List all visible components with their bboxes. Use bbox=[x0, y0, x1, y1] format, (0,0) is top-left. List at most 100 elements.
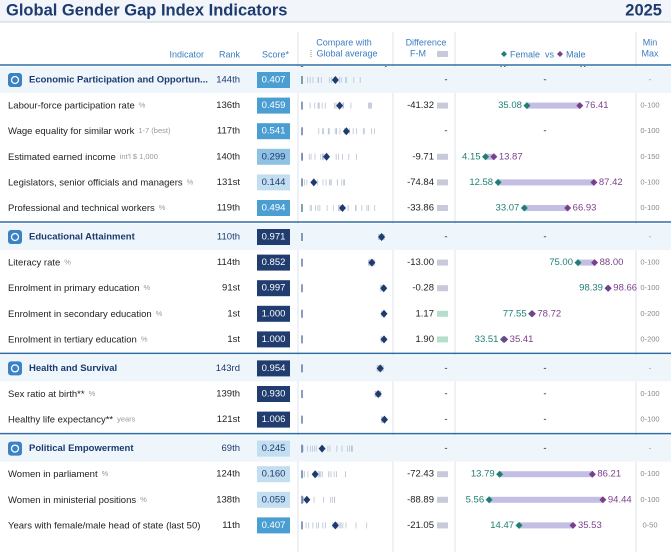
score: 0.459 bbox=[262, 100, 286, 111]
female-male: - bbox=[543, 75, 546, 86]
indicator-unit: % bbox=[143, 283, 150, 292]
range: 0-100 bbox=[640, 258, 659, 267]
difference-bar bbox=[437, 496, 448, 503]
difference: -13.00 bbox=[407, 257, 434, 268]
column-rules bbox=[297, 32, 637, 552]
score-marker bbox=[311, 470, 319, 479]
section-name: Economic Participation and Opportun... bbox=[29, 75, 208, 86]
difference-bar bbox=[437, 285, 448, 292]
rank: 117th bbox=[217, 126, 240, 137]
gap-bar bbox=[526, 102, 580, 109]
difference: - bbox=[444, 414, 447, 425]
score-box bbox=[257, 331, 290, 348]
range: - bbox=[649, 75, 652, 84]
indicator-label: Enrolment in secondary education bbox=[8, 308, 152, 319]
male-marker bbox=[569, 521, 577, 529]
male-value: 98.66 bbox=[613, 283, 637, 294]
male-value: 94.44 bbox=[608, 494, 632, 505]
range: 0-50 bbox=[642, 520, 657, 529]
rank: 140th bbox=[216, 151, 240, 162]
male-value: 76.41 bbox=[585, 100, 609, 111]
section-band bbox=[0, 435, 671, 462]
score-marker bbox=[310, 178, 318, 187]
rank: 143rd bbox=[216, 363, 240, 374]
male-marker bbox=[490, 153, 498, 161]
rank: 110th bbox=[217, 232, 240, 243]
score-marker bbox=[339, 204, 347, 212]
female-male: - bbox=[543, 389, 546, 400]
rank: 131st bbox=[217, 177, 241, 188]
male-marker bbox=[576, 102, 584, 110]
rank: 138th bbox=[216, 494, 240, 505]
range: 0-100 bbox=[640, 495, 659, 504]
indicator-unit: % bbox=[89, 389, 96, 398]
header-indicator: Indicator bbox=[169, 49, 204, 59]
indicator-name: Women in parliament% bbox=[8, 469, 109, 480]
range: 0-200 bbox=[640, 334, 659, 343]
range: 0-100 bbox=[640, 389, 659, 398]
rank: 11th bbox=[222, 520, 240, 531]
score-box bbox=[257, 440, 290, 457]
male-icon bbox=[557, 51, 563, 57]
range: 0-100 bbox=[640, 203, 659, 212]
male-value: 78.72 bbox=[537, 308, 561, 319]
male-marker bbox=[588, 470, 596, 478]
difference: -72.43 bbox=[407, 469, 434, 480]
section-band bbox=[0, 224, 671, 250]
difference: - bbox=[444, 363, 447, 374]
gap-bar bbox=[524, 205, 568, 211]
score: 0.407 bbox=[262, 75, 286, 86]
rank: 136th bbox=[216, 100, 240, 111]
difference: -41.32 bbox=[407, 100, 434, 111]
male-marker bbox=[528, 310, 536, 318]
female-value: 33.07 bbox=[496, 203, 520, 214]
score-marker bbox=[323, 152, 331, 161]
difference-bar bbox=[437, 153, 448, 160]
score-marker bbox=[331, 76, 339, 84]
indicator-label: Enrolment in tertiary education bbox=[8, 334, 137, 345]
range: - bbox=[649, 363, 652, 372]
section-icon-glyph bbox=[10, 444, 20, 453]
range: 0-100 bbox=[640, 469, 659, 478]
male-marker bbox=[591, 259, 599, 267]
range: 0-100 bbox=[640, 126, 659, 135]
gap-bar bbox=[519, 522, 573, 529]
rank: 144th bbox=[216, 75, 240, 86]
score: 0.930 bbox=[262, 389, 286, 400]
indicator-unit: 1-7 (best) bbox=[138, 126, 171, 135]
section-icon bbox=[8, 361, 22, 376]
score-box bbox=[257, 72, 290, 88]
indicator-label: Years with female/male head of state (la… bbox=[8, 520, 200, 531]
rank: 119th bbox=[217, 203, 240, 214]
score-marker bbox=[380, 415, 388, 424]
indicator-name: Enrolment in primary education% bbox=[8, 283, 150, 294]
indicator-unit: % bbox=[102, 469, 109, 478]
header-difference: Difference bbox=[406, 37, 447, 47]
indicator-name: Enrolment in tertiary education% bbox=[8, 334, 148, 345]
difference: - bbox=[444, 443, 447, 454]
indicator-label: Legislators, senior officials and manage… bbox=[8, 177, 183, 188]
indicator-label: Women in parliament bbox=[8, 469, 98, 480]
difference: -0.28 bbox=[412, 283, 434, 294]
section-name: Educational Attainment bbox=[29, 232, 136, 243]
gap-bar bbox=[499, 471, 593, 478]
score: 0.852 bbox=[262, 257, 286, 268]
female-marker bbox=[482, 153, 490, 161]
range: 0-100 bbox=[640, 101, 659, 110]
female-marker bbox=[523, 102, 531, 110]
score-marker bbox=[376, 364, 384, 373]
indicator-label: Women in ministerial positions bbox=[8, 494, 136, 505]
header-vs: vs bbox=[545, 49, 555, 59]
score-box bbox=[257, 254, 290, 271]
score: 0.160 bbox=[262, 469, 286, 480]
gap-bar bbox=[485, 153, 494, 160]
title: Global Gender Gap Index Indicators bbox=[6, 1, 287, 19]
female-value: 33.51 bbox=[475, 334, 499, 345]
indicator-name: Years with female/male head of state (la… bbox=[8, 520, 200, 531]
indicator-label: Healthy life expectancy** bbox=[8, 414, 113, 425]
female-value: 5.56 bbox=[466, 494, 485, 505]
indicator-name: Legislators, senior officials and manage… bbox=[8, 177, 194, 188]
header-compare: Global average bbox=[316, 48, 377, 58]
difference-bar bbox=[437, 310, 448, 317]
